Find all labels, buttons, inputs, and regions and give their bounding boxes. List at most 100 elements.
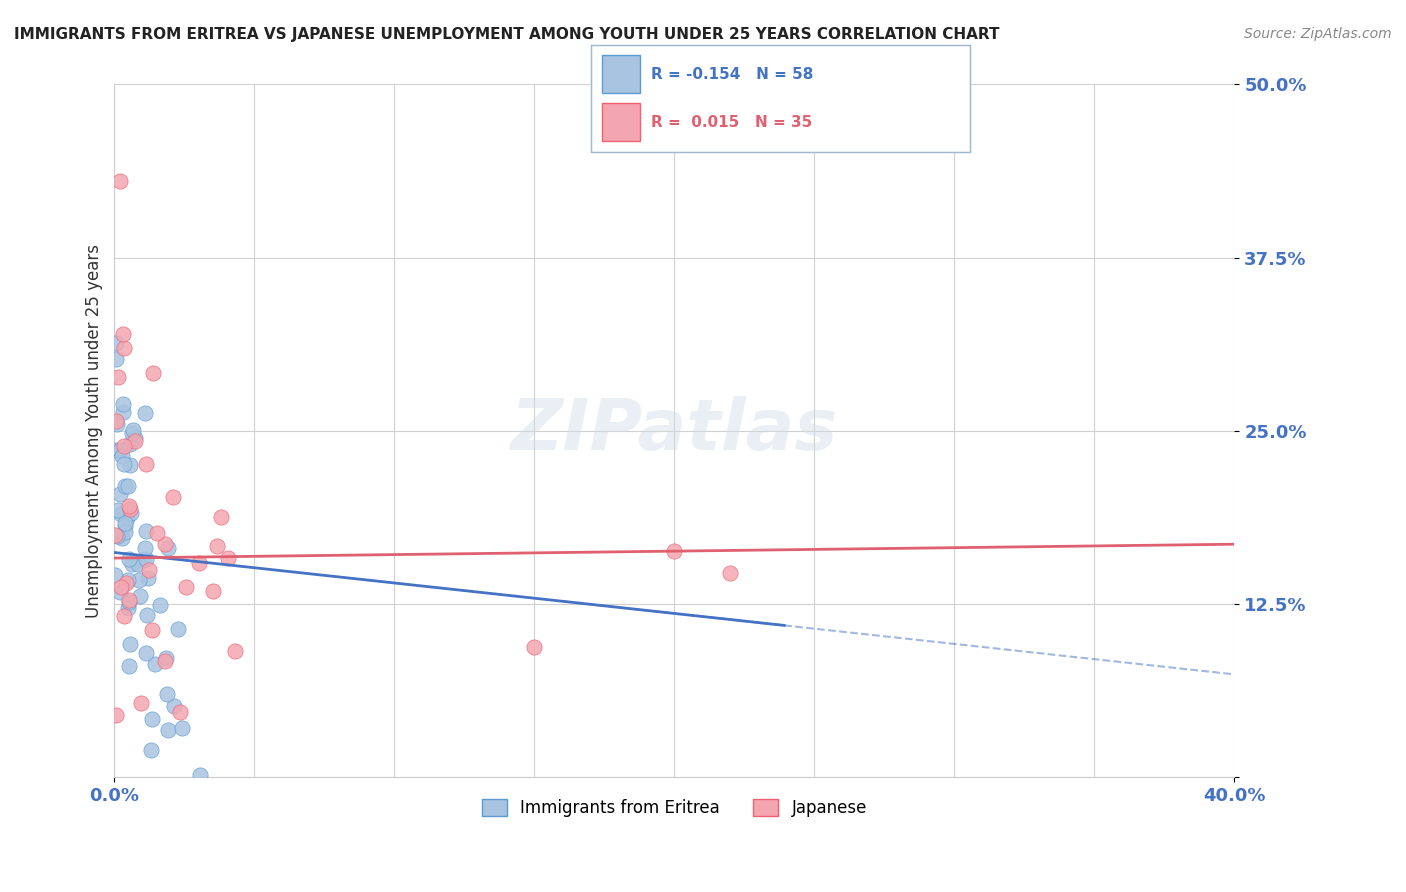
Immigrants from Eritrea [118, 458, 141, 473]
Immigrants from Eritrea [134, 406, 156, 420]
Immigrants from Eritrea [149, 598, 172, 612]
Immigrants from Eritrea [112, 457, 135, 471]
Immigrants from Eritrea [117, 479, 139, 493]
Text: R = -0.154   N = 58: R = -0.154 N = 58 [651, 67, 814, 82]
Immigrants from Eritrea [141, 713, 163, 727]
Immigrants from Eritrea [105, 336, 128, 351]
Immigrants from Eritrea [111, 405, 134, 419]
Immigrants from Eritrea [167, 622, 190, 636]
Japanese [153, 654, 176, 668]
Japanese [187, 557, 209, 571]
Immigrants from Eritrea [114, 524, 136, 539]
Japanese [153, 536, 176, 550]
Japanese [209, 509, 232, 524]
Legend: Immigrants from Eritrea, Japanese: Immigrants from Eritrea, Japanese [475, 792, 873, 824]
Japanese [108, 174, 131, 188]
Japanese [141, 623, 163, 637]
Immigrants from Eritrea [110, 487, 132, 501]
Immigrants from Eritrea [124, 431, 146, 445]
Text: IMMIGRANTS FROM ERITREA VS JAPANESE UNEMPLOYMENT AMONG YOUTH UNDER 25 YEARS CORR: IMMIGRANTS FROM ERITREA VS JAPANESE UNEM… [14, 27, 1000, 42]
Bar [602, 103, 640, 141]
Japanese [217, 550, 239, 565]
Japanese [104, 528, 127, 542]
Japanese [207, 539, 229, 553]
Immigrants from Eritrea [135, 646, 157, 660]
Japanese [112, 341, 135, 355]
Immigrants from Eritrea [170, 722, 193, 736]
Japanese [105, 414, 128, 428]
Japanese [174, 580, 197, 594]
Immigrants from Eritrea [128, 574, 150, 588]
Immigrants from Eritrea [136, 608, 159, 623]
Japanese [104, 708, 127, 723]
Japanese [224, 643, 246, 657]
Japanese [110, 580, 132, 594]
Immigrants from Eritrea [127, 557, 149, 571]
Japanese [118, 593, 141, 607]
Text: ZIPatlas: ZIPatlas [510, 396, 838, 465]
Immigrants from Eritrea [112, 397, 135, 411]
Immigrants from Eritrea [188, 768, 211, 782]
Immigrants from Eritrea [156, 687, 179, 701]
Immigrants from Eritrea [108, 585, 131, 599]
Immigrants from Eritrea [110, 507, 132, 521]
Japanese [162, 490, 184, 504]
Immigrants from Eritrea [104, 351, 127, 366]
Immigrants from Eritrea [134, 524, 156, 538]
Immigrants from Eritrea [135, 552, 157, 566]
Immigrants from Eritrea [157, 541, 180, 555]
Immigrants from Eritrea [120, 506, 142, 520]
Y-axis label: Unemployment Among Youth under 25 years: Unemployment Among Youth under 25 years [86, 244, 103, 617]
Immigrants from Eritrea [114, 479, 136, 493]
Immigrants from Eritrea [105, 443, 128, 458]
Japanese [107, 370, 129, 384]
Text: R =  0.015   N = 35: R = 0.015 N = 35 [651, 115, 813, 130]
Bar [602, 55, 640, 93]
Immigrants from Eritrea [114, 516, 136, 531]
Immigrants from Eritrea [107, 503, 129, 517]
Japanese [129, 696, 152, 710]
Japanese [120, 501, 142, 516]
Japanese [718, 566, 741, 580]
Text: Source: ZipAtlas.com: Source: ZipAtlas.com [1244, 27, 1392, 41]
Immigrants from Eritrea [122, 423, 145, 437]
Immigrants from Eritrea [105, 529, 128, 543]
Immigrants from Eritrea [118, 595, 141, 609]
Japanese [138, 563, 160, 577]
Japanese [112, 609, 135, 624]
Immigrants from Eritrea [118, 637, 141, 651]
Immigrants from Eritrea [117, 574, 139, 588]
Japanese [146, 525, 169, 540]
Japanese [169, 706, 191, 720]
Immigrants from Eritrea [121, 425, 143, 440]
Immigrants from Eritrea [117, 658, 139, 673]
Japanese [664, 544, 686, 558]
Japanese [201, 584, 224, 599]
Immigrants from Eritrea [163, 698, 186, 713]
Japanese [523, 640, 546, 655]
Japanese [124, 434, 146, 448]
Immigrants from Eritrea [136, 571, 159, 585]
Immigrants from Eritrea [143, 657, 166, 671]
Japanese [115, 576, 138, 591]
Japanese [135, 457, 157, 471]
Immigrants from Eritrea [117, 511, 139, 525]
Japanese [111, 326, 134, 341]
Immigrants from Eritrea [155, 650, 177, 665]
Japanese [142, 366, 165, 380]
Immigrants from Eritrea [117, 601, 139, 615]
Japanese [112, 439, 135, 453]
Immigrants from Eritrea [134, 541, 156, 556]
Immigrants from Eritrea [118, 437, 141, 451]
Immigrants from Eritrea [132, 553, 155, 567]
Immigrants from Eritrea [118, 552, 141, 566]
Immigrants from Eritrea [139, 743, 162, 757]
Immigrants from Eritrea [121, 558, 143, 572]
Immigrants from Eritrea [104, 567, 127, 582]
Immigrants from Eritrea [128, 589, 150, 603]
Immigrants from Eritrea [105, 417, 128, 431]
Immigrants from Eritrea [108, 443, 131, 458]
Immigrants from Eritrea [111, 449, 134, 463]
Immigrants from Eritrea [114, 519, 136, 533]
Immigrants from Eritrea [157, 723, 180, 738]
